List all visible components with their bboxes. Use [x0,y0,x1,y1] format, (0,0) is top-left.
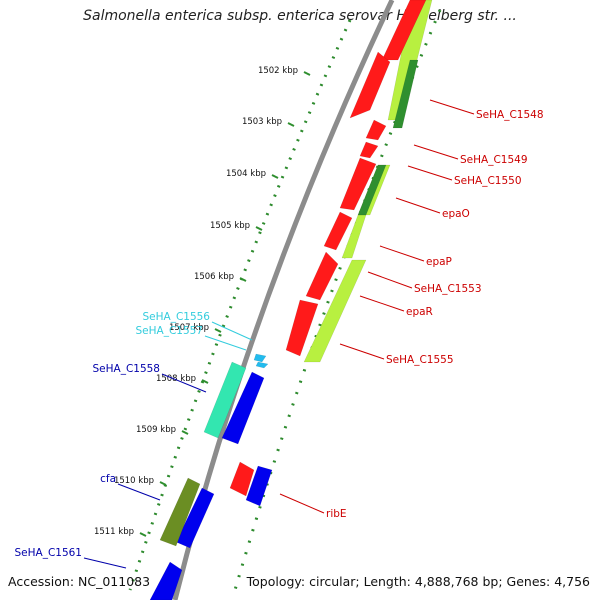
tick-label: 1504 kbp [226,169,266,179]
tick-mark [159,481,167,486]
gene-leader-line [117,483,161,501]
gene-label: epaP [426,256,452,268]
gene-label: SeHA_C1550 [454,175,522,187]
gene-label: epaR [406,306,433,318]
gene-arrow-blue [221,371,265,445]
gene-marker-cyan [255,361,269,369]
label-layer: SeHA_C1548 SeHA_C1549 SeHA_C1550 epaO epaP Se… [14,99,544,569]
gene-bar-light-green [303,259,367,363]
gene-arrow-red [323,211,353,251]
tick-mark [201,379,209,384]
gene-bar-dark-green [357,164,387,216]
tick-mark [271,174,279,179]
tick-mark [214,328,222,333]
gene-leader-line [429,99,475,115]
tick-label: 1502 kbp [258,66,298,76]
tick-mark [139,532,147,537]
tick-label: 1509 kbp [136,425,176,435]
gene-arrow-red [359,141,379,159]
tick-label: 1508 kbp [156,374,196,384]
gene-label: cfa [100,473,116,485]
gene-leader-line [211,321,253,341]
tick-label: 1510 kbp [114,476,154,486]
tick-label: 1506 kbp [194,272,234,282]
gene-leader-line [395,197,441,214]
gene-label: SeHA_C1557 [135,325,203,337]
gene-arrow-red [229,461,255,497]
tick-label: 1511 kbp [94,527,134,537]
gene-arrow-red [349,51,391,119]
tick-mark [255,226,263,231]
tick-label: 1505 kbp [210,221,250,231]
tick-label: 1503 kbp [242,117,282,127]
gene-leader-line [161,373,207,393]
tick-mark [239,277,247,282]
gene-label: SeHA_C1549 [460,154,528,166]
gene-arrow-red [381,0,427,61]
gene-leader-line [413,144,459,160]
gene-bar-olive [159,477,201,547]
gene-leader-line [379,245,425,262]
gene-arrow-blue [149,561,183,600]
gene-leader-line [407,165,453,181]
accession-text: Accession: NC_011083 [8,574,151,589]
gene-leader-line [279,493,325,514]
gene-label: SeHA_C1548 [476,109,544,121]
gene-label: ribE [326,508,347,520]
gene-leader-line [339,343,385,360]
tick-layer: 1502 kbp 1503 kbp 1504 kbp 1505 kbp 1506 kbp… [94,66,311,537]
gene-marker-cyan [253,353,267,363]
tick-mark [303,71,311,76]
gene-arrow-red [305,251,339,301]
gene-leader-line [83,557,127,569]
feature-layer [149,0,433,600]
gene-arrow-red [339,157,377,211]
gene-arrow-red [285,299,319,357]
gene-arrow-blue [175,487,215,549]
gene-bar-teal [203,361,247,439]
summary-text: Topology: circular; Length: 4,888,768 bp… [246,574,590,589]
gene-label: SeHA_C1558 [92,363,160,375]
tick-label: 1507 kbp [169,323,209,333]
gene-bar-dark-green [392,59,419,129]
gene-label: SeHA_C1561 [14,547,82,559]
gene-leader-line [367,271,413,289]
genome-backbone [172,0,395,600]
gene-label: SeHA_C1556 [142,311,210,323]
gene-leader-line [204,335,247,351]
gene-arrow-red [365,119,387,141]
gene-leader-line [359,295,405,312]
gene-label: SeHA_C1555 [386,354,454,366]
gene-label: epaO [442,208,470,220]
tick-mark [287,122,295,127]
tick-mark [181,430,189,435]
gene-label: SeHA_C1553 [414,283,482,295]
gene-arrow-blue [245,465,273,507]
